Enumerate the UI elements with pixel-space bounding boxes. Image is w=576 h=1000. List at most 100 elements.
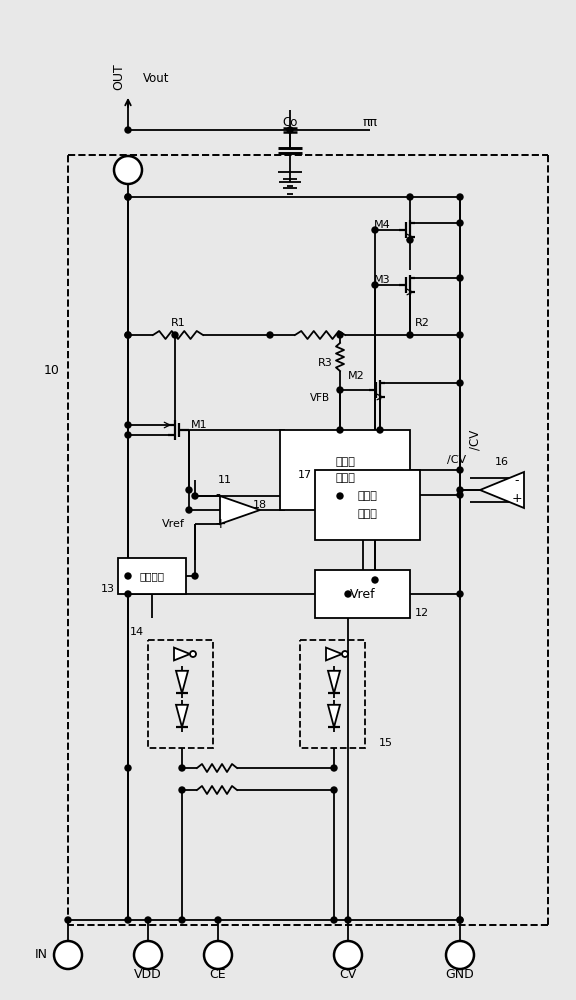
Polygon shape xyxy=(174,648,190,660)
Circle shape xyxy=(337,493,343,499)
Text: 11: 11 xyxy=(218,475,232,485)
Text: Co: Co xyxy=(282,115,298,128)
Circle shape xyxy=(331,765,337,771)
Circle shape xyxy=(125,422,131,428)
Text: 12: 12 xyxy=(415,608,429,618)
Circle shape xyxy=(331,787,337,793)
Circle shape xyxy=(372,282,378,288)
Text: Vref: Vref xyxy=(162,519,185,529)
Circle shape xyxy=(125,127,131,133)
Text: 14: 14 xyxy=(130,627,144,637)
Text: 制电路: 制电路 xyxy=(335,473,355,483)
Circle shape xyxy=(407,237,413,243)
Circle shape xyxy=(407,194,413,200)
Circle shape xyxy=(457,917,463,923)
Text: CE: CE xyxy=(210,968,226,982)
Circle shape xyxy=(407,332,413,338)
Text: 机电路: 机电路 xyxy=(358,509,377,519)
Text: OUT: OUT xyxy=(112,64,125,90)
Text: -: - xyxy=(515,475,519,488)
Circle shape xyxy=(334,941,362,969)
Circle shape xyxy=(457,275,463,281)
Circle shape xyxy=(457,467,463,473)
Polygon shape xyxy=(328,705,340,727)
Circle shape xyxy=(186,487,192,493)
Circle shape xyxy=(337,387,343,393)
Text: R1: R1 xyxy=(170,318,185,328)
Circle shape xyxy=(145,917,151,923)
Circle shape xyxy=(54,941,82,969)
Circle shape xyxy=(457,380,463,386)
Text: 16: 16 xyxy=(495,457,509,467)
Polygon shape xyxy=(326,648,342,660)
Circle shape xyxy=(125,332,131,338)
Polygon shape xyxy=(176,705,188,727)
Polygon shape xyxy=(328,671,340,693)
Text: CV: CV xyxy=(339,968,357,982)
Text: 10: 10 xyxy=(44,363,60,376)
Circle shape xyxy=(337,332,343,338)
Circle shape xyxy=(457,332,463,338)
Text: Vout: Vout xyxy=(143,72,169,85)
Circle shape xyxy=(345,591,351,597)
Text: -: - xyxy=(215,489,220,503)
Circle shape xyxy=(377,427,383,433)
Text: Vref: Vref xyxy=(350,587,376,600)
Circle shape xyxy=(179,787,185,793)
Text: R2: R2 xyxy=(415,318,430,328)
Text: M1: M1 xyxy=(191,420,207,430)
Text: 18: 18 xyxy=(253,500,267,510)
Circle shape xyxy=(267,332,273,338)
Circle shape xyxy=(125,765,131,771)
Text: 偏置电路: 偏置电路 xyxy=(139,571,165,581)
Text: VDD: VDD xyxy=(134,968,162,982)
Text: M4: M4 xyxy=(374,220,391,230)
Circle shape xyxy=(372,227,378,233)
Circle shape xyxy=(446,941,474,969)
Text: 13: 13 xyxy=(101,584,115,594)
Circle shape xyxy=(215,917,221,923)
Circle shape xyxy=(125,917,131,923)
Circle shape xyxy=(186,507,192,513)
Text: M3: M3 xyxy=(374,275,391,285)
Circle shape xyxy=(204,941,232,969)
Circle shape xyxy=(134,941,162,969)
Circle shape xyxy=(125,332,131,338)
Text: 17: 17 xyxy=(298,470,312,480)
Text: +: + xyxy=(511,492,522,506)
Circle shape xyxy=(125,432,131,438)
FancyBboxPatch shape xyxy=(315,570,410,618)
Polygon shape xyxy=(220,496,260,524)
Text: /CV: /CV xyxy=(448,455,467,465)
Circle shape xyxy=(457,194,463,200)
Text: 过热关: 过热关 xyxy=(358,491,377,501)
Circle shape xyxy=(287,127,293,133)
Circle shape xyxy=(372,577,378,583)
Circle shape xyxy=(457,591,463,597)
Circle shape xyxy=(331,917,337,923)
Text: IN: IN xyxy=(35,948,48,962)
Circle shape xyxy=(457,220,463,226)
Circle shape xyxy=(172,332,178,338)
Text: VFB: VFB xyxy=(310,393,330,403)
Polygon shape xyxy=(480,472,524,508)
Circle shape xyxy=(125,573,131,579)
Text: ππ: ππ xyxy=(362,115,377,128)
Circle shape xyxy=(190,651,196,657)
Circle shape xyxy=(192,493,198,499)
Circle shape xyxy=(179,765,185,771)
Circle shape xyxy=(125,194,131,200)
Circle shape xyxy=(125,591,131,597)
Circle shape xyxy=(457,492,463,498)
Polygon shape xyxy=(176,671,188,693)
Text: GND: GND xyxy=(446,968,475,982)
Circle shape xyxy=(457,917,463,923)
FancyBboxPatch shape xyxy=(315,470,420,540)
Text: R3: R3 xyxy=(317,358,332,367)
Circle shape xyxy=(457,487,463,493)
Text: /CV: /CV xyxy=(468,430,482,450)
Text: 电流限: 电流限 xyxy=(335,457,355,467)
Circle shape xyxy=(179,917,185,923)
Text: 15: 15 xyxy=(379,738,393,748)
Text: M2: M2 xyxy=(348,371,365,381)
